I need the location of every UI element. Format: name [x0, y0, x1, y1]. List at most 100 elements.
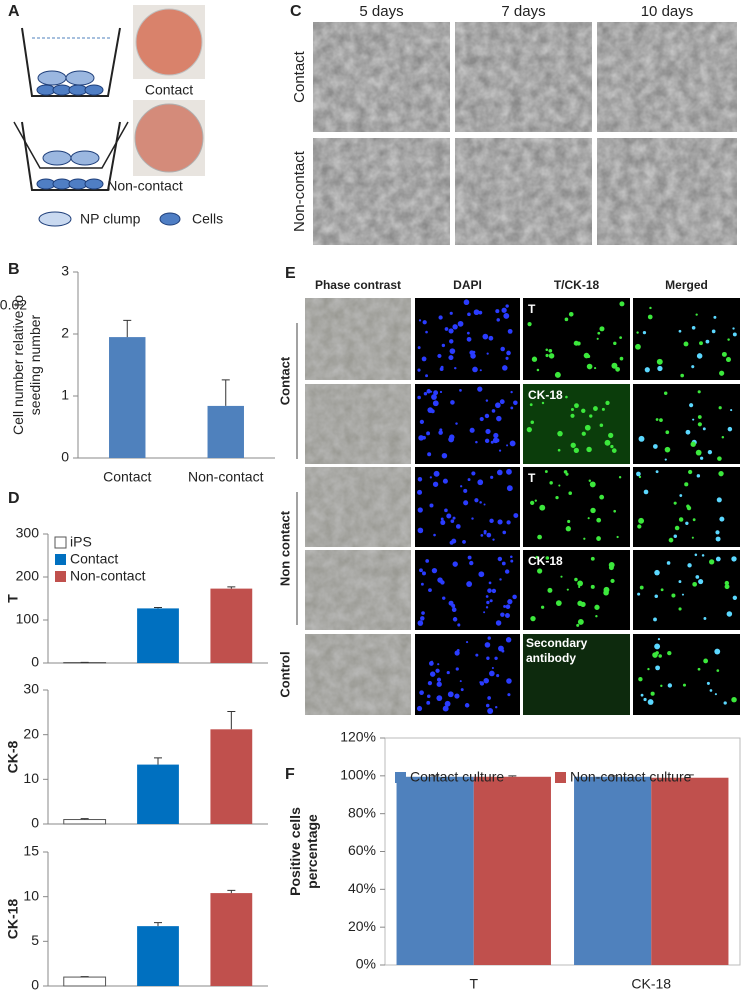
cell-dot [555, 600, 562, 607]
y-tick-label: 0% [356, 956, 376, 972]
cell-dot [576, 623, 580, 627]
cell-dot [487, 708, 494, 714]
cell-dot [649, 306, 652, 310]
cell-dot [574, 403, 579, 409]
cell-dot [426, 431, 431, 436]
cell-dot [466, 331, 470, 335]
y-tick-label: 3 [61, 263, 69, 279]
cell-dot [430, 390, 433, 393]
cell-dot [694, 553, 698, 557]
cell-dot [727, 426, 733, 432]
cell-dot [611, 448, 617, 453]
cell-dot [478, 571, 485, 578]
cell-dot [439, 390, 443, 394]
cell-dot [478, 310, 483, 315]
cell-dot [495, 620, 502, 626]
cell-dot [449, 348, 456, 355]
panel-letter: C [290, 3, 302, 20]
cell-dot [498, 449, 502, 452]
legend-icon [159, 212, 181, 226]
cell-dot [719, 370, 725, 376]
caption: Contact [145, 82, 193, 98]
cell-dot [530, 420, 535, 425]
cell-dot [587, 517, 590, 520]
cell-dot [655, 665, 660, 671]
cell-dot [707, 449, 713, 455]
cell-dot [557, 448, 561, 452]
cell-dot [417, 346, 421, 350]
cell-dot [440, 517, 444, 521]
cell-dot [616, 535, 619, 539]
cell-dot [660, 684, 663, 688]
cell-dot [504, 569, 510, 574]
y-tick-label: 60% [348, 842, 376, 858]
cell-dot [435, 668, 440, 673]
cell-dot [506, 485, 513, 492]
bar [207, 405, 244, 458]
bar [210, 729, 253, 824]
cell-dot [456, 648, 460, 652]
cell-dot [578, 585, 581, 589]
cell-dot [678, 517, 684, 522]
bar [210, 893, 253, 986]
cell-dot [467, 478, 471, 482]
cell-dot [454, 366, 457, 370]
cell-dot [730, 409, 733, 412]
cell-dot [510, 390, 513, 394]
legend-label: Cells [192, 211, 223, 227]
cell-dot [485, 703, 490, 708]
cell-dot [486, 600, 490, 605]
cell-dot [689, 403, 694, 408]
cell-dot [479, 369, 482, 372]
cell-dot [506, 468, 512, 475]
cell-dot [638, 475, 642, 479]
cell-dot [687, 563, 692, 568]
cell-dot [593, 406, 598, 411]
cell-dot [580, 601, 586, 608]
cell-dot [444, 700, 451, 707]
cell-dot [618, 476, 622, 479]
cell-dot [657, 638, 661, 641]
cell-dot [477, 386, 483, 392]
cell-dot [537, 568, 543, 574]
cell-dot [422, 435, 426, 440]
cell-dot [644, 367, 650, 373]
cell-dot [495, 438, 500, 443]
cell-dot [513, 513, 519, 518]
cell-dot [441, 452, 448, 459]
stain-label: T [528, 302, 536, 316]
cell-dot [732, 332, 737, 337]
cell-dot [613, 341, 617, 346]
cell-dot [455, 667, 459, 671]
cell-dot [698, 578, 704, 585]
cell-dot [433, 533, 436, 537]
y-axis-label: percentage [304, 814, 320, 889]
cell-dot [432, 481, 439, 487]
legend-label: NP clump [80, 211, 141, 227]
cell-dot [462, 540, 466, 544]
cell-dot [599, 494, 605, 500]
cell-dot [428, 588, 432, 592]
cell-dot [577, 580, 583, 587]
y-tick-label: 15 [23, 843, 39, 859]
cell-dot [716, 497, 722, 503]
cell-dot [485, 428, 491, 435]
cell-dot [706, 681, 710, 685]
cell-dot [447, 691, 454, 698]
cell-dot [584, 424, 591, 431]
cell-dot [695, 313, 698, 316]
cell-dot [565, 526, 571, 532]
diagram-contact [21, 27, 121, 97]
cell-dot [492, 538, 495, 541]
cell-dot [505, 304, 509, 308]
cell-dot [599, 326, 605, 332]
cell-dot [544, 470, 548, 473]
cell-dot [473, 309, 480, 316]
error-bar [227, 889, 236, 894]
panel-letter: F [285, 766, 295, 783]
cell-dot [690, 441, 696, 447]
legend-label: Non-contact culture [570, 769, 692, 785]
cell-dot [700, 456, 704, 460]
cell-dot [697, 390, 701, 394]
